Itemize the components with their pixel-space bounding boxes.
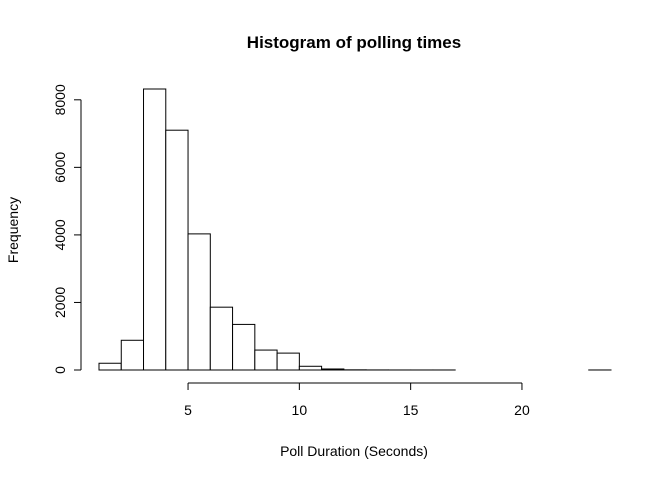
y-tick-label: 6000 bbox=[52, 152, 68, 183]
x-tick-label: 15 bbox=[403, 402, 419, 418]
x-tick-label: 10 bbox=[292, 402, 308, 418]
histogram-bar bbox=[98, 362, 122, 371]
y-tick-label: 4000 bbox=[52, 219, 68, 250]
histogram-bar bbox=[298, 365, 323, 371]
x-tick-label: 20 bbox=[514, 402, 530, 418]
y-tick-label: 0 bbox=[52, 366, 68, 374]
x-tick-label: 5 bbox=[184, 402, 192, 418]
histogram-bar bbox=[321, 368, 345, 371]
chart-title: Histogram of polling times bbox=[247, 33, 461, 52]
y-tick-label: 2000 bbox=[52, 287, 68, 318]
histogram-bar bbox=[143, 88, 167, 371]
histogram-bar bbox=[187, 233, 211, 371]
bars-group bbox=[98, 88, 612, 371]
y-tick-label: 8000 bbox=[52, 84, 68, 115]
histogram-bar bbox=[120, 339, 145, 371]
y-axis: 0 2000 4000 6000 8000 bbox=[52, 84, 82, 374]
histogram-bar bbox=[232, 323, 256, 371]
y-axis-label: Frequency bbox=[5, 197, 21, 263]
x-axis-label: Poll Duration (Seconds) bbox=[280, 443, 428, 459]
histogram-bar bbox=[276, 352, 300, 371]
x-axis: 5 10 15 20 bbox=[184, 382, 530, 418]
histogram-bar bbox=[209, 306, 234, 371]
histogram-bar bbox=[254, 349, 278, 371]
histogram-bar bbox=[165, 129, 189, 371]
